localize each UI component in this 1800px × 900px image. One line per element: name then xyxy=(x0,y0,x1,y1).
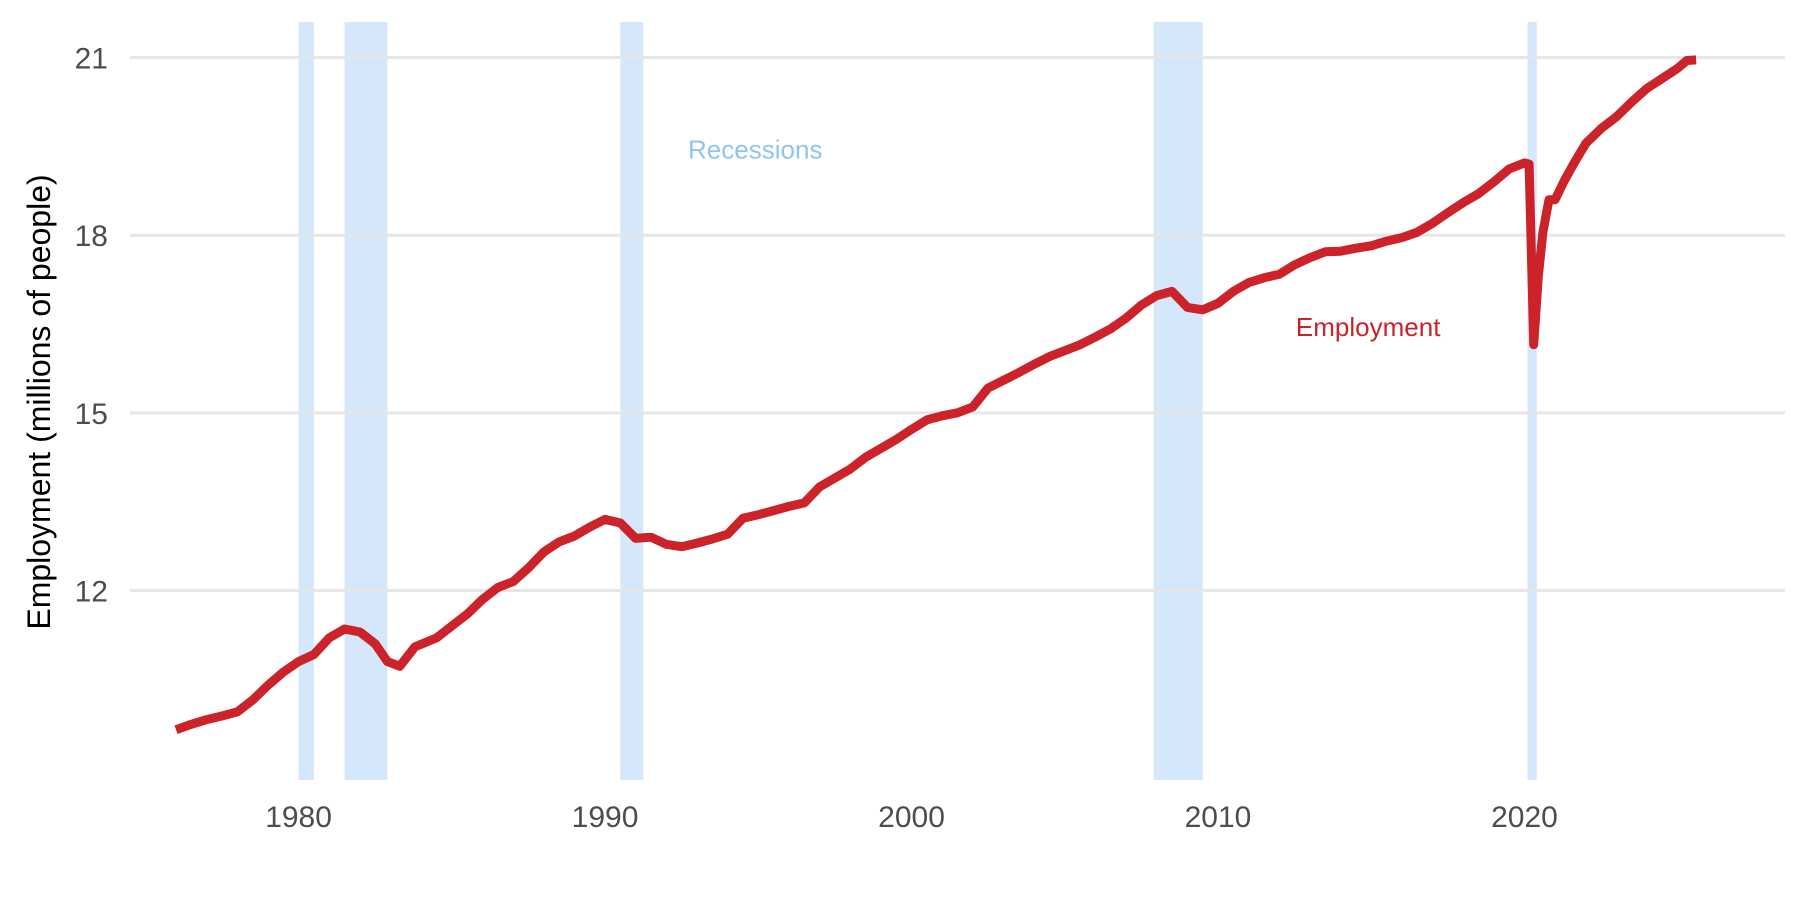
recession-band-4 xyxy=(1527,22,1537,780)
series-line-employment xyxy=(174,55,1697,734)
y-tick-label: 12 xyxy=(75,576,108,609)
x-tick-label: 2010 xyxy=(1185,801,1252,834)
y-tick-label: 18 xyxy=(75,220,108,253)
x-tick-label: 1980 xyxy=(265,801,332,834)
recession-band-0 xyxy=(298,22,314,780)
recession-band-1 xyxy=(344,22,388,780)
x-tick-label: 1990 xyxy=(572,801,639,834)
x-axis-ticks: 1980 1990 2000 2010 2020 xyxy=(265,801,1558,834)
recession-bands xyxy=(298,22,1537,780)
recession-band-2 xyxy=(620,22,644,780)
series-lines xyxy=(174,55,1697,734)
x-tick-label: 2020 xyxy=(1491,801,1558,834)
employment-label: Employment xyxy=(1296,312,1441,342)
y-axis-ticks: 12 15 18 21 xyxy=(75,43,108,609)
y-tick-label: 21 xyxy=(75,43,108,76)
y-tick-label: 15 xyxy=(75,398,108,431)
x-tick-label: 2000 xyxy=(878,801,945,834)
annotations: Recessions Employment xyxy=(688,134,1441,342)
gridlines xyxy=(130,56,1785,592)
recessions-label: Recessions xyxy=(688,134,822,164)
y-axis-title: Employment (millions of people) xyxy=(21,174,57,629)
recession-band-3 xyxy=(1153,22,1203,780)
